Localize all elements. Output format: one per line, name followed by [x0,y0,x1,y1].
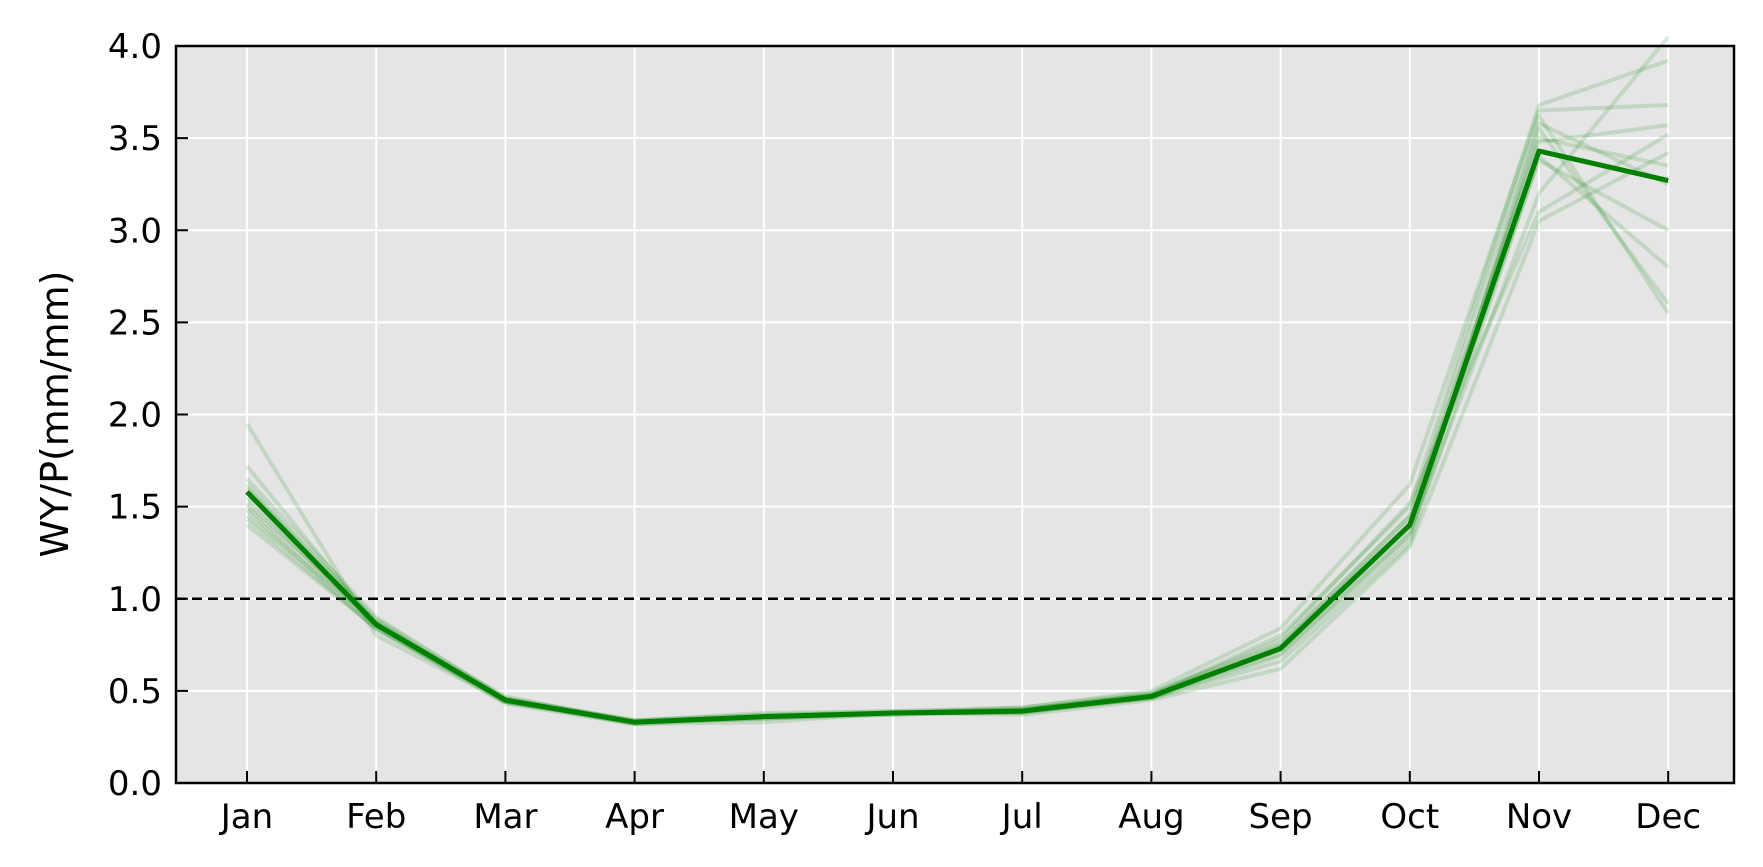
x-tick-labels: Jan Feb Mar Apr May Jun Jul Aug Sep Oct Nov Dec [219,797,1701,837]
y-tick-labels: 0.0 0.5 1.0 1.5 2.0 2.5 3.0 3.5 4.0 [108,27,162,804]
x-tick-label: Jul [1000,797,1043,837]
x-tick-label: Apr [605,797,664,837]
y-tick-label: 2.5 [108,303,162,343]
mean-series-line [245,148,1669,725]
x-tick-label: Feb [346,797,406,837]
y-tick-label: 2.0 [108,396,162,436]
y-tick-label: 0.0 [108,764,162,804]
y-axis-label: WY/P(mm/mm) [33,270,77,557]
y-tick-label: 3.0 [108,211,162,251]
grid [176,45,1734,784]
y-tick-label: 1.0 [108,580,162,620]
x-tick-label: Nov [1506,797,1572,837]
x-tick-label: Mar [473,797,537,837]
y-tick-label: 1.5 [108,488,162,528]
x-tick-label: Aug [1118,797,1184,837]
x-tick-label: Sep [1249,797,1313,837]
x-tick-label: May [729,797,799,837]
y-tick-label: 0.5 [108,672,162,712]
ticks [176,45,1670,784]
x-tick-label: Jan [219,797,273,837]
x-tick-label: Jun [864,797,919,837]
y-tick-label: 4.0 [108,27,162,67]
x-tick-label: Oct [1380,797,1439,837]
y-tick-label: 3.5 [108,119,162,159]
x-tick-label: Dec [1635,797,1701,837]
